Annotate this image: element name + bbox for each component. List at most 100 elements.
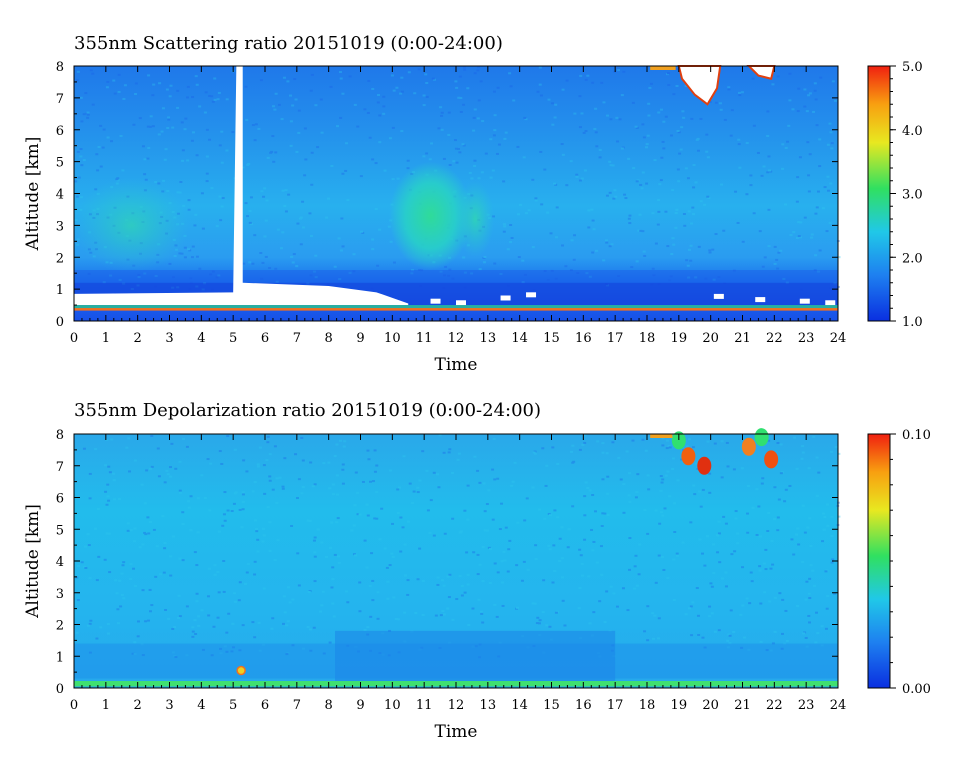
texture-cell bbox=[143, 173, 147, 176]
texture-cell bbox=[378, 141, 382, 144]
texture-cell bbox=[358, 513, 362, 516]
heatmap-texture bbox=[75, 434, 841, 659]
texture-cell bbox=[741, 566, 745, 569]
texture-cell bbox=[642, 136, 646, 139]
texture-cell bbox=[489, 176, 493, 179]
texture-cell bbox=[210, 95, 214, 98]
texture-cell bbox=[308, 519, 312, 522]
texture-cell bbox=[657, 617, 661, 620]
x-tick-label: 19 bbox=[671, 331, 688, 346]
texture-cell bbox=[661, 444, 665, 447]
texture-cell bbox=[176, 191, 180, 194]
texture-cell bbox=[388, 564, 392, 567]
texture-cell bbox=[745, 193, 749, 196]
texture-cell bbox=[219, 647, 223, 650]
texture-cell bbox=[281, 231, 285, 234]
texture-cell bbox=[561, 576, 565, 579]
texture-cell bbox=[504, 526, 508, 529]
texture-cell bbox=[283, 457, 287, 460]
texture-cell bbox=[259, 252, 263, 255]
texture-cell bbox=[310, 73, 314, 76]
texture-cell bbox=[603, 512, 607, 515]
texture-cell bbox=[484, 152, 488, 155]
texture-cell bbox=[818, 138, 822, 141]
texture-cell bbox=[358, 610, 362, 613]
texture-cell bbox=[105, 438, 109, 441]
texture-cell bbox=[244, 202, 248, 205]
texture-cell bbox=[448, 448, 452, 451]
texture-cell bbox=[628, 537, 632, 540]
texture-cell bbox=[281, 487, 285, 490]
texture-cell bbox=[333, 455, 337, 458]
texture-cell bbox=[620, 147, 624, 150]
texture-cell bbox=[492, 90, 496, 93]
texture-cell bbox=[418, 479, 422, 482]
texture-cell bbox=[553, 509, 557, 512]
texture-cell bbox=[417, 68, 421, 71]
texture-cell bbox=[825, 503, 829, 506]
texture-cell bbox=[408, 482, 412, 485]
texture-cell bbox=[136, 620, 140, 623]
chart-title: 355nm Depolarization ratio 20151019 (0:0… bbox=[74, 400, 541, 421]
texture-cell bbox=[704, 277, 708, 280]
texture-cell bbox=[587, 209, 591, 212]
texture-cell bbox=[200, 609, 204, 612]
texture-cell bbox=[375, 491, 379, 494]
texture-cell bbox=[640, 187, 644, 190]
texture-cell bbox=[779, 249, 783, 252]
texture-cell bbox=[485, 529, 489, 532]
texture-cell bbox=[808, 92, 812, 95]
texture-cell bbox=[503, 225, 507, 228]
x-tick-label: 5 bbox=[229, 698, 237, 713]
texture-cell bbox=[578, 548, 582, 551]
texture-cell bbox=[399, 92, 403, 95]
texture-cell bbox=[645, 143, 649, 146]
texture-cell bbox=[460, 594, 464, 597]
texture-cell bbox=[194, 75, 198, 78]
texture-cell bbox=[816, 190, 820, 193]
texture-cell bbox=[210, 187, 214, 190]
texture-cell bbox=[643, 509, 647, 512]
texture-cell bbox=[86, 116, 90, 119]
texture-cell bbox=[684, 85, 688, 88]
texture-cell bbox=[698, 538, 702, 541]
texture-cell bbox=[697, 633, 701, 636]
texture-cell bbox=[336, 517, 340, 520]
texture-cell bbox=[337, 561, 341, 564]
texture-cell bbox=[238, 508, 242, 511]
texture-cell bbox=[141, 654, 145, 657]
texture-cell bbox=[472, 129, 476, 132]
saturated-region bbox=[74, 66, 409, 306]
texture-cell bbox=[273, 108, 277, 111]
texture-cell bbox=[802, 632, 806, 635]
texture-cell bbox=[133, 584, 137, 587]
texture-cell bbox=[260, 277, 264, 280]
texture-cell bbox=[143, 272, 147, 275]
texture-cell bbox=[739, 613, 743, 616]
texture-cell bbox=[664, 210, 668, 213]
saturated-patch bbox=[799, 298, 810, 304]
texture-cell bbox=[280, 118, 284, 121]
texture-cell bbox=[154, 275, 158, 278]
texture-cell bbox=[688, 248, 692, 251]
texture-cell bbox=[806, 141, 810, 144]
texture-cell bbox=[544, 484, 548, 487]
texture-cell bbox=[764, 568, 768, 571]
texture-cell bbox=[391, 522, 395, 525]
texture-cell bbox=[467, 624, 471, 627]
texture-cell bbox=[75, 576, 79, 579]
texture-cell bbox=[591, 549, 595, 552]
texture-cell bbox=[158, 82, 162, 85]
texture-cell bbox=[717, 276, 721, 279]
texture-cell bbox=[131, 652, 135, 655]
texture-cell bbox=[225, 149, 229, 152]
texture-cell bbox=[400, 76, 404, 79]
texture-cell bbox=[732, 630, 736, 633]
texture-cell bbox=[821, 540, 825, 543]
texture-cell bbox=[714, 101, 718, 104]
texture-cell bbox=[588, 489, 592, 492]
texture-cell bbox=[785, 639, 789, 642]
texture-cell bbox=[403, 543, 407, 546]
texture-cell bbox=[522, 156, 526, 159]
texture-cell bbox=[308, 590, 312, 593]
